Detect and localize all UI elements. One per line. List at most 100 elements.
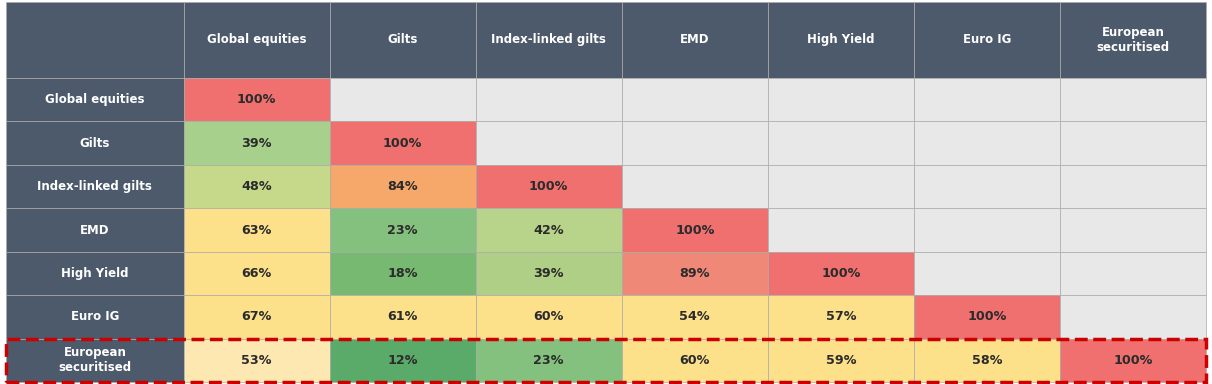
Bar: [914, 295, 1060, 339]
Bar: [476, 295, 622, 339]
Bar: [476, 165, 622, 208]
Bar: [184, 165, 330, 208]
Text: High Yield: High Yield: [807, 33, 875, 46]
Bar: [476, 121, 622, 165]
Bar: [476, 2, 622, 78]
Bar: [622, 252, 768, 295]
Bar: [622, 2, 768, 78]
Bar: [184, 2, 330, 78]
Text: High Yield: High Yield: [61, 267, 128, 280]
Bar: [1060, 252, 1206, 295]
Bar: [1060, 78, 1206, 121]
Bar: [330, 78, 476, 121]
Bar: [1060, 339, 1206, 382]
Text: 67%: 67%: [241, 310, 271, 323]
Bar: [184, 339, 330, 382]
Text: 100%: 100%: [238, 93, 276, 106]
Bar: [768, 121, 914, 165]
Text: European
securitised: European securitised: [58, 346, 131, 374]
Bar: [1060, 208, 1206, 252]
Text: 100%: 100%: [1114, 354, 1153, 367]
Text: Gilts: Gilts: [388, 33, 418, 46]
Bar: [6, 295, 184, 339]
Bar: [330, 339, 476, 382]
Text: 66%: 66%: [241, 267, 271, 280]
Bar: [6, 2, 184, 78]
Bar: [914, 252, 1060, 295]
Text: 53%: 53%: [241, 354, 271, 367]
Text: Euro IG: Euro IG: [70, 310, 119, 323]
Text: 61%: 61%: [388, 310, 418, 323]
Text: 89%: 89%: [680, 267, 710, 280]
Bar: [768, 165, 914, 208]
Bar: [184, 121, 330, 165]
Bar: [1060, 295, 1206, 339]
Bar: [914, 339, 1060, 382]
Bar: [6, 165, 184, 208]
Text: Global equities: Global equities: [207, 33, 307, 46]
Text: 39%: 39%: [533, 267, 564, 280]
Text: 60%: 60%: [680, 354, 710, 367]
Text: 100%: 100%: [967, 310, 1006, 323]
Text: 100%: 100%: [675, 223, 715, 237]
Bar: [6, 121, 184, 165]
Bar: [914, 208, 1060, 252]
Text: 100%: 100%: [530, 180, 568, 193]
Bar: [476, 78, 622, 121]
Text: 100%: 100%: [383, 137, 423, 150]
Bar: [330, 165, 476, 208]
Text: EMD: EMD: [680, 33, 709, 46]
Bar: [184, 295, 330, 339]
Text: European
securitised: European securitised: [1097, 26, 1170, 54]
Text: 57%: 57%: [825, 310, 856, 323]
Bar: [6, 339, 184, 382]
Bar: [622, 295, 768, 339]
Text: 59%: 59%: [825, 354, 856, 367]
Bar: [768, 78, 914, 121]
Bar: [622, 121, 768, 165]
Bar: [330, 2, 476, 78]
Bar: [6, 78, 184, 121]
Text: 48%: 48%: [241, 180, 271, 193]
Bar: [768, 339, 914, 382]
Bar: [184, 208, 330, 252]
Text: Index-linked gilts: Index-linked gilts: [491, 33, 606, 46]
Bar: [476, 252, 622, 295]
Bar: [768, 208, 914, 252]
Bar: [914, 121, 1060, 165]
Text: 39%: 39%: [241, 137, 271, 150]
Bar: [622, 78, 768, 121]
Bar: [914, 165, 1060, 208]
Bar: [622, 339, 768, 382]
Text: 54%: 54%: [680, 310, 710, 323]
Bar: [768, 2, 914, 78]
Bar: [768, 295, 914, 339]
Bar: [1060, 121, 1206, 165]
Text: 23%: 23%: [533, 354, 564, 367]
Text: Index-linked gilts: Index-linked gilts: [38, 180, 153, 193]
Text: 84%: 84%: [388, 180, 418, 193]
Text: 60%: 60%: [533, 310, 564, 323]
Bar: [476, 208, 622, 252]
Text: 63%: 63%: [241, 223, 271, 237]
Text: Euro IG: Euro IG: [962, 33, 1011, 46]
Bar: [914, 2, 1060, 78]
Bar: [330, 295, 476, 339]
Bar: [6, 252, 184, 295]
Bar: [184, 252, 330, 295]
Text: 12%: 12%: [388, 354, 418, 367]
Text: 58%: 58%: [972, 354, 1002, 367]
Bar: [914, 78, 1060, 121]
Bar: [330, 252, 476, 295]
Text: Global equities: Global equities: [45, 93, 144, 106]
Bar: [6, 208, 184, 252]
Bar: [6, 339, 1206, 382]
Text: Gilts: Gilts: [80, 137, 110, 150]
Bar: [622, 165, 768, 208]
Bar: [1060, 165, 1206, 208]
Text: 100%: 100%: [822, 267, 861, 280]
Bar: [330, 121, 476, 165]
Text: 23%: 23%: [388, 223, 418, 237]
Text: EMD: EMD: [80, 223, 109, 237]
Bar: [768, 252, 914, 295]
